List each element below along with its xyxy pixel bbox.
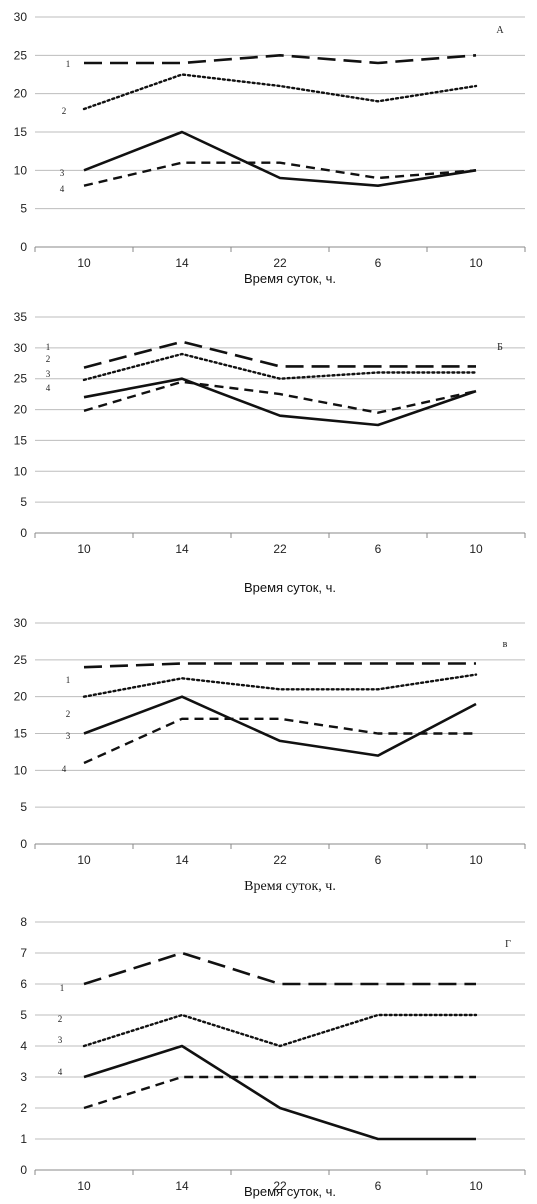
chart-g-xtick-label: 10 (469, 1179, 483, 1193)
chart-b-series-3-line (83, 377, 477, 427)
chart-b-series-2-line (82, 352, 478, 382)
chart-g-series-2-line (82, 1013, 478, 1048)
chart-a-xtick-label: 10 (469, 256, 483, 270)
chart-a-ytick: 5 (20, 202, 27, 216)
chart-b-xtick-label: 22 (273, 542, 287, 556)
chart-b-ytick: 25 (14, 372, 28, 386)
chart-v-series-2-line (82, 673, 478, 698)
chart-b-series-2-label: 2 (46, 354, 51, 364)
chart-g-xtick-label: 22 (273, 1179, 287, 1193)
chart-b-xtick-label: 10 (469, 542, 483, 556)
chart-b-ytick: 15 (14, 433, 28, 447)
chart-v-xtick-label: 14 (175, 853, 189, 867)
chart-b-panel-label: Б (497, 342, 503, 353)
chart-g-series-1-line (83, 951, 476, 986)
chart-a-ytick: 20 (14, 87, 28, 101)
chart-v-svg: 0 5 10 15 20 25 30 10 14 22 6 10 Время суток, ч. в 1 2 3… (14, 616, 526, 894)
chart-a-ytick: 15 (14, 125, 28, 139)
chart-b-ytick: 35 (14, 310, 28, 324)
chart-b-xtick-label: 6 (375, 542, 382, 556)
chart-b-series-3-label: 3 (46, 369, 51, 379)
chart-v-ytick: 5 (20, 800, 27, 814)
chart-v-ytick: 25 (14, 653, 28, 667)
chart-panel-b: 0 5 10 15 20 25 30 35 10 14 22 6 10 Время суток, ч. Б 1… (0, 300, 537, 605)
chart-v-xlabel: Время суток, ч. (244, 879, 336, 894)
chart-g-ytick: 0 (20, 1163, 27, 1177)
chart-g-xlabel: Время суток, ч. (244, 1184, 336, 1199)
chart-a-panel-label: А (496, 25, 504, 36)
chart-b-series-1-label: 1 (46, 342, 51, 352)
chart-v-series-4-line (83, 717, 476, 765)
chart-v-series-1-label: 1 (66, 675, 71, 685)
chart-b-series-4-label: 4 (46, 383, 51, 393)
chart-b-xtick-label: 14 (175, 542, 189, 556)
chart-v-xtick-label: 6 (375, 853, 382, 867)
chart-g-series-4-line (83, 1075, 476, 1110)
chart-b-ytick: 20 (14, 403, 28, 417)
chart-a-xtick-label: 10 (77, 256, 91, 270)
chart-v-series-2-label: 2 (66, 709, 71, 719)
chart-g-svg: 0 1 2 3 4 5 6 7 8 10 14 22 6 10 Время суток, ч. Г 1 2 3 4 (20, 915, 526, 1199)
chart-g-series-3-label: 3 (58, 1035, 63, 1045)
chart-a-series-3-label: 3 (60, 168, 65, 178)
chart-v-ytick: 10 (14, 763, 28, 777)
chart-v-series-3-label: 3 (66, 731, 71, 741)
chart-a-series-1-line (84, 53, 477, 65)
chart-g-xtick-label: 10 (77, 1179, 91, 1193)
chart-panel-v: 0 5 10 15 20 25 30 10 14 22 6 10 Время суток, ч. в 1 2 3… (0, 605, 537, 905)
chart-a-xtick-label: 6 (375, 256, 382, 270)
chart-a-ytick: 10 (14, 163, 28, 177)
chart-v-xtick-label: 22 (273, 853, 287, 867)
chart-v-ytick: 30 (14, 616, 28, 630)
chart-g-ytick: 1 (20, 1132, 27, 1146)
chart-g-ytick: 7 (20, 946, 27, 960)
chart-panel-g: 0 1 2 3 4 5 6 7 8 10 14 22 6 10 Время суток, ч. Г 1 2 3 4 (0, 905, 537, 1204)
chart-g-xtick-label: 6 (375, 1179, 382, 1193)
chart-v-xtick-label: 10 (77, 853, 91, 867)
chart-b-xlabel: Время суток, ч. (244, 580, 336, 595)
chart-a-series-4-line (83, 161, 477, 187)
chart-b-ytick: 10 (14, 464, 28, 478)
chart-b-ytick: 5 (20, 495, 27, 509)
chart-a-xlabel: Время суток, ч. (244, 271, 336, 286)
chart-a-xtick-label: 14 (175, 256, 189, 270)
chart-g-ytick: 2 (20, 1101, 27, 1115)
chart-b-series-1-line (83, 340, 476, 369)
chart-a-ytick: 30 (14, 10, 28, 24)
chart-g-series-2-label: 2 (58, 1014, 63, 1024)
chart-g-series-3-line (83, 1044, 476, 1141)
chart-b-ytick: 0 (20, 526, 27, 540)
chart-a-xtick-label: 22 (273, 256, 287, 270)
chart-v-ytick: 0 (20, 837, 27, 851)
chart-g-ytick: 5 (20, 1008, 27, 1022)
chart-v-series-1-line (83, 662, 476, 669)
chart-g-panel-label: Г (505, 939, 511, 950)
chart-panel-a: 0 5 10 15 20 25 30 10 14 22 6 10 Время суток, ч. А 1 2 3… (0, 0, 537, 300)
chart-g-ytick: 6 (20, 977, 27, 991)
chart-v-series-4-label: 4 (62, 764, 67, 774)
chart-g-ytick: 8 (20, 915, 27, 929)
chart-v-xtick-label: 10 (469, 853, 483, 867)
chart-a-series-2-label: 2 (62, 106, 67, 116)
chart-b-series-4-line (83, 380, 477, 414)
chart-v-series-3-line (83, 695, 477, 757)
chart-g-xtick-label: 14 (175, 1179, 189, 1193)
chart-a-series-3-line (83, 130, 477, 187)
chart-v-panel-label: в (503, 639, 508, 650)
chart-a-series-1-label: 1 (66, 59, 71, 69)
chart-g-series-4-label: 4 (58, 1067, 63, 1077)
chart-g-ytick: 4 (20, 1039, 27, 1053)
chart-g-ytick: 3 (20, 1070, 27, 1084)
chart-b-ytick: 30 (14, 341, 28, 355)
chart-a-svg: 0 5 10 15 20 25 30 10 14 22 6 10 Время суток, ч. А 1 2 3… (14, 10, 526, 286)
chart-b-xtick-label: 10 (77, 542, 91, 556)
chart-a-ytick: 25 (14, 48, 28, 62)
chart-a-ytick: 0 (20, 240, 27, 254)
chart-g-series-1-label: 1 (60, 983, 65, 993)
chart-v-ytick: 15 (14, 727, 28, 741)
chart-a-series-2-line (82, 73, 478, 111)
chart-a-series-4-label: 4 (60, 184, 65, 194)
chart-v-ytick: 20 (14, 690, 28, 704)
